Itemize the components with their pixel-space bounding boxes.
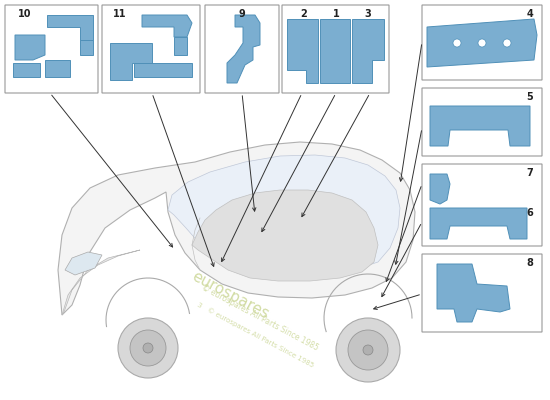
- Polygon shape: [47, 15, 93, 40]
- Circle shape: [143, 343, 153, 353]
- Polygon shape: [320, 19, 350, 83]
- Polygon shape: [430, 174, 450, 204]
- Circle shape: [348, 330, 388, 370]
- FancyBboxPatch shape: [5, 5, 98, 93]
- Polygon shape: [13, 63, 40, 77]
- Polygon shape: [80, 40, 93, 55]
- Polygon shape: [134, 63, 192, 77]
- Circle shape: [363, 345, 373, 355]
- Polygon shape: [427, 19, 537, 67]
- Polygon shape: [437, 264, 510, 322]
- Polygon shape: [65, 252, 102, 275]
- Text: © eurospares All Parts Since 1985: © eurospares All Parts Since 1985: [200, 283, 320, 353]
- FancyBboxPatch shape: [422, 88, 542, 156]
- Text: 9: 9: [239, 9, 245, 19]
- Text: 5: 5: [527, 92, 534, 102]
- FancyBboxPatch shape: [282, 5, 389, 93]
- Polygon shape: [192, 190, 378, 281]
- Text: 1: 1: [333, 9, 339, 19]
- Polygon shape: [142, 15, 192, 37]
- Circle shape: [478, 39, 486, 47]
- Text: 7: 7: [527, 168, 534, 178]
- Polygon shape: [287, 19, 318, 83]
- Polygon shape: [174, 37, 187, 55]
- Text: 10: 10: [18, 9, 32, 19]
- Text: 6: 6: [527, 208, 534, 218]
- Circle shape: [503, 39, 511, 47]
- FancyBboxPatch shape: [422, 254, 542, 332]
- FancyBboxPatch shape: [422, 5, 542, 80]
- Polygon shape: [430, 106, 530, 146]
- Circle shape: [336, 318, 400, 382]
- Polygon shape: [168, 155, 400, 276]
- Polygon shape: [110, 43, 152, 80]
- Circle shape: [453, 39, 461, 47]
- Text: 11: 11: [113, 9, 127, 19]
- FancyBboxPatch shape: [422, 164, 542, 246]
- Circle shape: [130, 330, 166, 366]
- Polygon shape: [62, 250, 140, 315]
- Text: 4: 4: [527, 9, 534, 19]
- Polygon shape: [15, 35, 45, 60]
- Text: 8: 8: [526, 258, 534, 268]
- Polygon shape: [58, 142, 415, 315]
- Circle shape: [118, 318, 178, 378]
- Text: 3   © eurospares All Parts Since 1985: 3 © eurospares All Parts Since 1985: [196, 301, 315, 369]
- Text: 2: 2: [301, 9, 307, 19]
- Text: eurospares: eurospares: [189, 268, 271, 322]
- FancyBboxPatch shape: [102, 5, 200, 93]
- Polygon shape: [227, 15, 260, 83]
- Text: 3: 3: [365, 9, 371, 19]
- FancyBboxPatch shape: [205, 5, 279, 93]
- Polygon shape: [45, 60, 70, 77]
- Polygon shape: [352, 19, 384, 83]
- Polygon shape: [430, 208, 527, 239]
